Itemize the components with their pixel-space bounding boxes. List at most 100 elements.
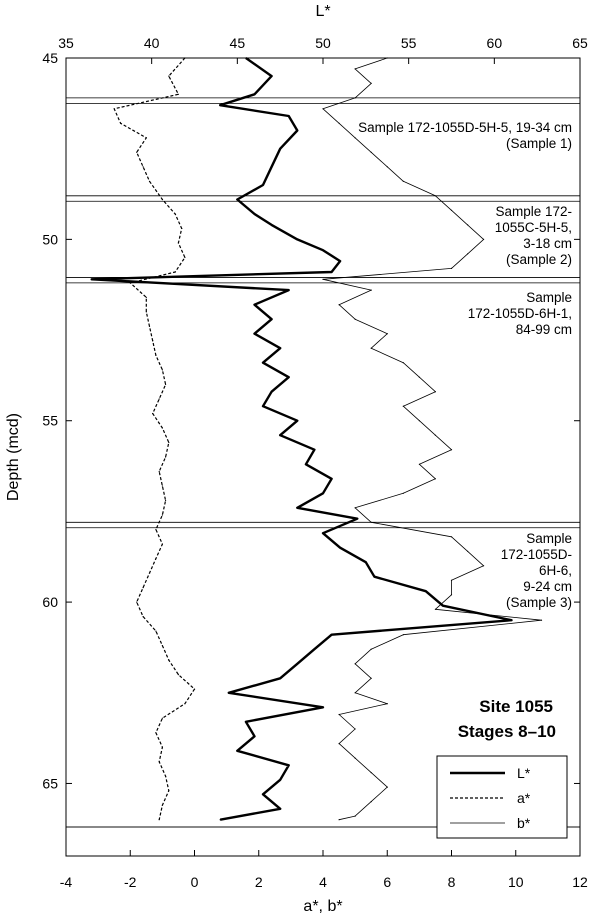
point-Lstar-31 <box>322 492 324 494</box>
site-annotation-line2: Stages 8–10 <box>458 722 556 741</box>
point-astar-16 <box>145 296 147 298</box>
point-Lstar-24 <box>271 391 273 393</box>
point-astar-13 <box>184 256 186 259</box>
sample-label-1-line-0: Sample 172-1055D-5H-5, 19-34 cm <box>358 120 572 135</box>
point-bstar-5 <box>338 122 340 124</box>
point-astar-30 <box>165 499 167 502</box>
y-tick-label-1: 50 <box>42 231 58 247</box>
point-astar-19 <box>152 340 154 342</box>
point-astar-23 <box>158 398 160 400</box>
point-astar-22 <box>165 383 167 386</box>
point-bstar-18 <box>338 304 340 306</box>
point-bstar-54 <box>354 815 356 817</box>
site-annotation-line1: Site 1055 <box>479 697 553 716</box>
point-Lstar-35 <box>339 547 341 549</box>
point-Lstar-40 <box>510 619 513 621</box>
axis-ticks <box>65 57 581 856</box>
point-bstar-7 <box>370 151 372 153</box>
point-bstar-37 <box>450 579 453 581</box>
point-astar-40 <box>161 645 163 647</box>
point-Lstar-46 <box>322 706 324 708</box>
point-astar-38 <box>142 616 144 618</box>
point-astar-43 <box>193 688 196 690</box>
legend-label-b: b* <box>517 815 531 831</box>
legend-label-L: L* <box>517 765 531 781</box>
point-Lstar-6 <box>279 148 281 150</box>
point-astar-12 <box>177 242 179 244</box>
top-tick-label-1: 40 <box>144 35 160 51</box>
bottom-tick-label-0: -4 <box>60 874 73 890</box>
point-bstar-44 <box>370 677 372 679</box>
point-Lstar-29 <box>305 463 307 465</box>
point-astar-52 <box>158 819 160 821</box>
y-axis-label: Depth (mcd) <box>5 413 22 501</box>
sample-label-3-line-0: Sample <box>526 290 572 305</box>
point-Lstar-10 <box>253 213 256 215</box>
point-bstar-16 <box>322 278 324 280</box>
point-bstar-22 <box>402 362 404 364</box>
point-Lstar-48 <box>253 735 256 737</box>
point-astar-33 <box>161 543 163 545</box>
point-Lstar-37 <box>373 576 375 578</box>
point-astar-41 <box>168 659 170 661</box>
point-Lstar-5 <box>296 129 298 132</box>
point-bstar-25 <box>402 405 404 407</box>
sample-label-4-line-1: 172-1055D- <box>501 547 572 562</box>
point-astar-17 <box>145 311 147 313</box>
series-line-astar <box>113 57 196 820</box>
point-astar-51 <box>161 804 163 806</box>
point-Lstar-23 <box>288 376 290 378</box>
point-bstar-31 <box>402 492 404 494</box>
point-Lstar-14 <box>339 260 341 262</box>
point-Lstar-18 <box>253 304 256 306</box>
point-astar-21 <box>161 369 163 371</box>
point-Lstar-43 <box>296 663 298 665</box>
point-bstar-27 <box>434 434 436 436</box>
sample-label-4-line-3: 9-24 cm <box>523 579 572 594</box>
y-tick-label-3: 60 <box>42 594 58 610</box>
point-Lstar-41 <box>331 634 333 636</box>
point-bstar-20 <box>386 333 388 335</box>
sample-label-3-line-1: 172-1055D-6H-1, <box>468 306 572 321</box>
point-Lstar-26 <box>296 420 298 422</box>
point-bstar-13 <box>483 238 485 240</box>
point-Lstar-32 <box>296 507 298 509</box>
point-Lstar-47 <box>245 721 247 723</box>
point-astar-2 <box>177 93 179 95</box>
point-bstar-14 <box>467 253 469 255</box>
point-astar-24 <box>152 412 154 415</box>
point-astar-45 <box>161 717 163 719</box>
point-astar-5 <box>145 137 147 139</box>
sample-label-4-line-4: (Sample 3) <box>506 595 572 610</box>
point-bstar-23 <box>418 376 420 378</box>
point-bstar-41 <box>402 634 404 636</box>
point-astar-48 <box>158 761 160 763</box>
point-astar-10 <box>174 213 176 215</box>
sample-label-4-line-2: 6H-6, <box>539 563 572 578</box>
point-Lstar-7 <box>271 166 273 168</box>
top-tick-label-6: 65 <box>572 35 588 51</box>
point-bstar-28 <box>450 449 453 451</box>
point-Lstar-13 <box>322 249 324 251</box>
point-Lstar-3 <box>219 104 221 106</box>
point-bstar-38 <box>450 594 453 596</box>
point-astar-36 <box>142 587 144 589</box>
point-Lstar-54 <box>219 819 221 821</box>
point-Lstar-1 <box>271 75 273 77</box>
point-Lstar-15 <box>331 271 333 273</box>
point-bstar-53 <box>370 801 372 803</box>
point-Lstar-30 <box>331 478 333 480</box>
point-astar-31 <box>161 514 163 516</box>
point-astar-20 <box>155 354 157 356</box>
point-bstar-3 <box>354 97 356 99</box>
bottom-tick-label-5: 6 <box>383 874 391 890</box>
point-astar-18 <box>148 325 151 327</box>
legend: L* a* b* <box>436 755 568 839</box>
point-bstar-26 <box>418 420 420 422</box>
point-bstar-8 <box>386 166 388 168</box>
point-bstar-42 <box>370 648 372 650</box>
point-astar-32 <box>155 528 157 531</box>
point-Lstar-50 <box>288 764 290 766</box>
point-astar-11 <box>181 227 183 230</box>
point-astar-1 <box>168 75 170 77</box>
